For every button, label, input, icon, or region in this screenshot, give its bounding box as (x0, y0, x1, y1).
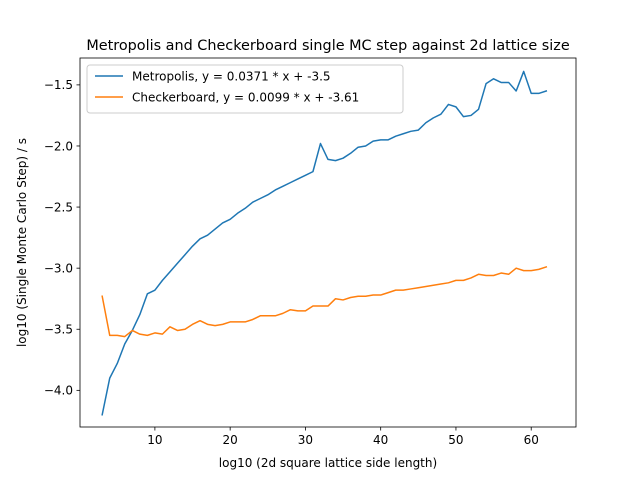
y-axis-ticks: −4.0 −3.5 −3.0 −2.5 −2.0 −1.5 (44, 78, 80, 398)
series-line-checkerboard (101, 265, 548, 338)
series-line-metropolis (101, 70, 548, 416)
y-axis-label: log10 (Single Monte Carlo Step) / s (15, 138, 29, 347)
x-tick-label: 30 (298, 433, 313, 447)
y-tick-label: −2.0 (44, 139, 73, 153)
y-tick-label: −1.5 (44, 78, 73, 92)
legend-label-checkerboard: Checkerboard, y = 0.0099 * x + -3.61 (132, 90, 359, 104)
x-tick-label: 60 (524, 433, 539, 447)
x-axis-ticks: 10 20 30 40 50 60 (147, 427, 539, 447)
x-tick-label: 20 (223, 433, 238, 447)
legend-box (86, 64, 404, 114)
chart-title: Metropolis and Checkerboard single MC st… (86, 38, 570, 54)
series-layer (101, 70, 548, 416)
y-tick-label: −3.0 (44, 261, 73, 275)
axes-frame (79, 57, 577, 428)
y-tick-label: −2.5 (44, 200, 73, 214)
y-tick-label: −3.5 (44, 323, 73, 337)
x-tick-label: 40 (373, 433, 388, 447)
x-tick-label: 50 (448, 433, 463, 447)
legend-label-metropolis: Metropolis, y = 0.0371 * x + -3.5 (132, 69, 331, 83)
x-tick-label: 10 (147, 433, 162, 447)
x-axis-label: log10 (2d square lattice side length) (219, 456, 437, 470)
legend: Metropolis, y = 0.0371 * x + -3.5 Checker… (86, 64, 404, 114)
y-tick-label: −4.0 (44, 384, 73, 398)
